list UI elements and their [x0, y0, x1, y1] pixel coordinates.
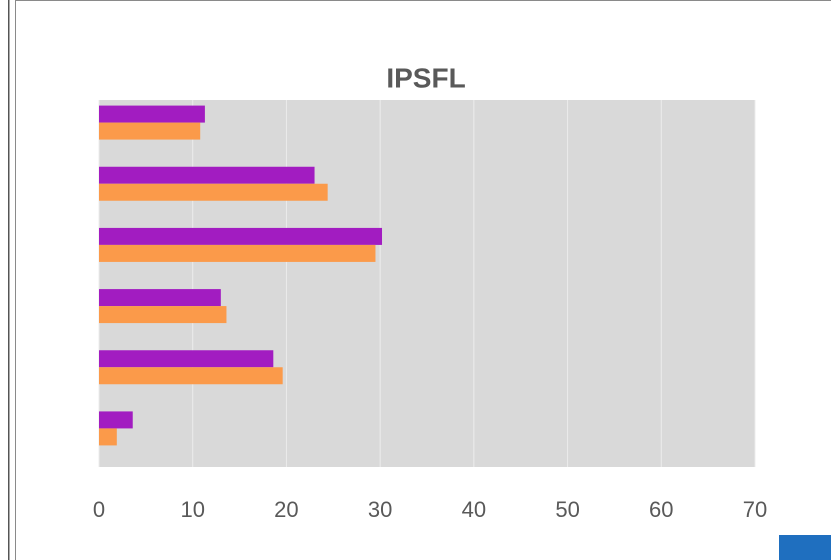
- x-tick-label: 20: [274, 497, 298, 522]
- bar: [99, 244, 376, 262]
- bar: [99, 227, 383, 245]
- bar: [99, 183, 328, 201]
- chart-border: [15, 0, 831, 560]
- x-tick-label: 30: [368, 497, 392, 522]
- x-tick-label: 40: [462, 497, 486, 522]
- frame-edge: [8, 0, 10, 560]
- x-tick-label: 0: [93, 497, 105, 522]
- bar: [99, 350, 274, 368]
- plot-area: [99, 100, 755, 467]
- bar: [99, 306, 227, 324]
- bar: [99, 105, 205, 123]
- bar: [99, 122, 201, 140]
- bar: [99, 411, 133, 429]
- x-tick-label: 60: [649, 497, 673, 522]
- x-tick-label: 50: [555, 497, 579, 522]
- x-tick-label: 70: [743, 497, 767, 522]
- bar: [99, 166, 315, 184]
- corner-icon: [779, 535, 831, 560]
- bar: [99, 289, 221, 307]
- chart-title: IPSFL: [386, 62, 465, 93]
- x-tick-label: 10: [180, 497, 204, 522]
- bar: [99, 428, 117, 446]
- bar: [99, 367, 283, 385]
